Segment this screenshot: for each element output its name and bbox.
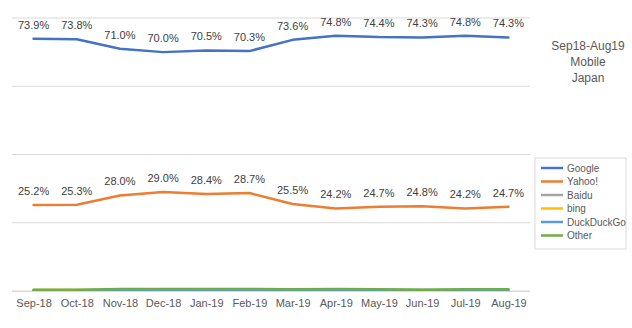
- data-label: 24.2%: [450, 188, 481, 200]
- x-tick: Apr-19: [320, 291, 353, 309]
- x-tick-label: Feb-19: [232, 297, 267, 309]
- legend: Google Yahoo! Baidu bing DuckDuckGo Other: [535, 158, 626, 249]
- x-axis-line: [12, 291, 530, 292]
- legend-label: Google: [567, 163, 600, 174]
- legend-swatch: [541, 167, 563, 170]
- series-lines: [34, 36, 509, 291]
- x-tick-label: Sep-18: [16, 297, 51, 309]
- data-label: 74.8%: [450, 16, 481, 28]
- chart: Sep-18 Oct-18 Nov-18 Dec-18 Jan-19 Feb-19 Mar-…: [0, 0, 632, 328]
- annotation: Mobile: [570, 55, 606, 69]
- legend-swatch: [541, 234, 563, 237]
- x-tick: Aug-19: [491, 291, 526, 309]
- x-tick-label: Nov-18: [103, 297, 138, 309]
- data-label: 24.7%: [493, 187, 524, 199]
- x-tick: Jul-19: [451, 291, 481, 309]
- data-label: 73.8%: [61, 19, 92, 31]
- x-tick: Jun-19: [406, 291, 440, 309]
- data-label: 70.0%: [147, 32, 178, 44]
- data-label: 29.0%: [147, 172, 178, 184]
- data-label: 24.2%: [320, 188, 351, 200]
- x-tick-label: May-19: [361, 297, 398, 309]
- x-tick: May-19: [361, 291, 398, 309]
- data-label: 28.0%: [104, 175, 135, 187]
- data-label: 74.3%: [493, 17, 524, 29]
- legend-box: [535, 158, 626, 249]
- grid-line: [12, 222, 530, 223]
- x-tick: Sep-18: [16, 291, 51, 309]
- background: [0, 0, 632, 328]
- legend-label: Yahoo!: [567, 176, 598, 187]
- x-tick-label: Mar-19: [276, 297, 311, 309]
- data-label: 71.0%: [104, 29, 135, 41]
- data-label: 74.8%: [320, 16, 351, 28]
- data-label: 24.8%: [406, 186, 437, 198]
- data-label: 25.5%: [277, 184, 308, 196]
- legend-swatch: [541, 180, 563, 183]
- data-label: 70.5%: [191, 30, 222, 42]
- annotations: Sep18-Aug19 Mobile Japan: [551, 39, 625, 85]
- x-tick-label: Jun-19: [406, 297, 440, 309]
- x-tick: Dec-18: [146, 291, 181, 309]
- legend-swatch: [541, 221, 563, 224]
- series-line: [34, 289, 509, 291]
- data-label: 28.7%: [234, 173, 265, 185]
- data-label: 74.3%: [406, 17, 437, 29]
- x-tick: Jan-19: [190, 291, 224, 309]
- series-line: [34, 289, 509, 291]
- annotation: Japan: [572, 71, 605, 85]
- x-tick-label: Dec-18: [146, 297, 181, 309]
- series-line: [34, 288, 509, 291]
- x-tick: Feb-19: [232, 291, 267, 309]
- legend-label: bing: [567, 203, 586, 214]
- legend-swatch: [541, 207, 563, 210]
- legend-label: DuckDuckGo: [567, 217, 626, 228]
- data-label: 73.6%: [277, 20, 308, 32]
- annotation: Sep18-Aug19: [551, 39, 625, 53]
- grid-line: [12, 154, 530, 155]
- legend-label: Other: [567, 230, 593, 241]
- data-label: 73.9%: [18, 19, 49, 31]
- data-label: 70.3%: [234, 31, 265, 43]
- data-labels: 73.9% 73.8% 71.0% 70.0% 70.5% 70.3% 73.6% 74.8%…: [18, 16, 524, 201]
- x-tick: Mar-19: [276, 291, 311, 309]
- series-line: [34, 289, 509, 291]
- grid: [12, 18, 530, 291]
- x-tick-label: Aug-19: [491, 297, 526, 309]
- data-label: 74.4%: [363, 17, 394, 29]
- x-tick-label: Jan-19: [190, 297, 224, 309]
- legend-label: Baidu: [567, 190, 593, 201]
- x-tick: Oct-18: [61, 291, 94, 309]
- data-label: 28.4%: [191, 174, 222, 186]
- x-tick: Nov-18: [103, 291, 138, 309]
- x-tick-label: Jul-19: [451, 297, 481, 309]
- data-label: 25.3%: [61, 185, 92, 197]
- data-label: 24.7%: [363, 187, 394, 199]
- data-label: 25.2%: [18, 185, 49, 197]
- legend-swatch: [541, 194, 563, 197]
- x-tick-label: Oct-18: [61, 297, 94, 309]
- x-axis: Sep-18 Oct-18 Nov-18 Dec-18 Jan-19 Feb-19 Mar-…: [12, 291, 530, 309]
- grid-line: [12, 86, 530, 87]
- x-tick-label: Apr-19: [320, 297, 353, 309]
